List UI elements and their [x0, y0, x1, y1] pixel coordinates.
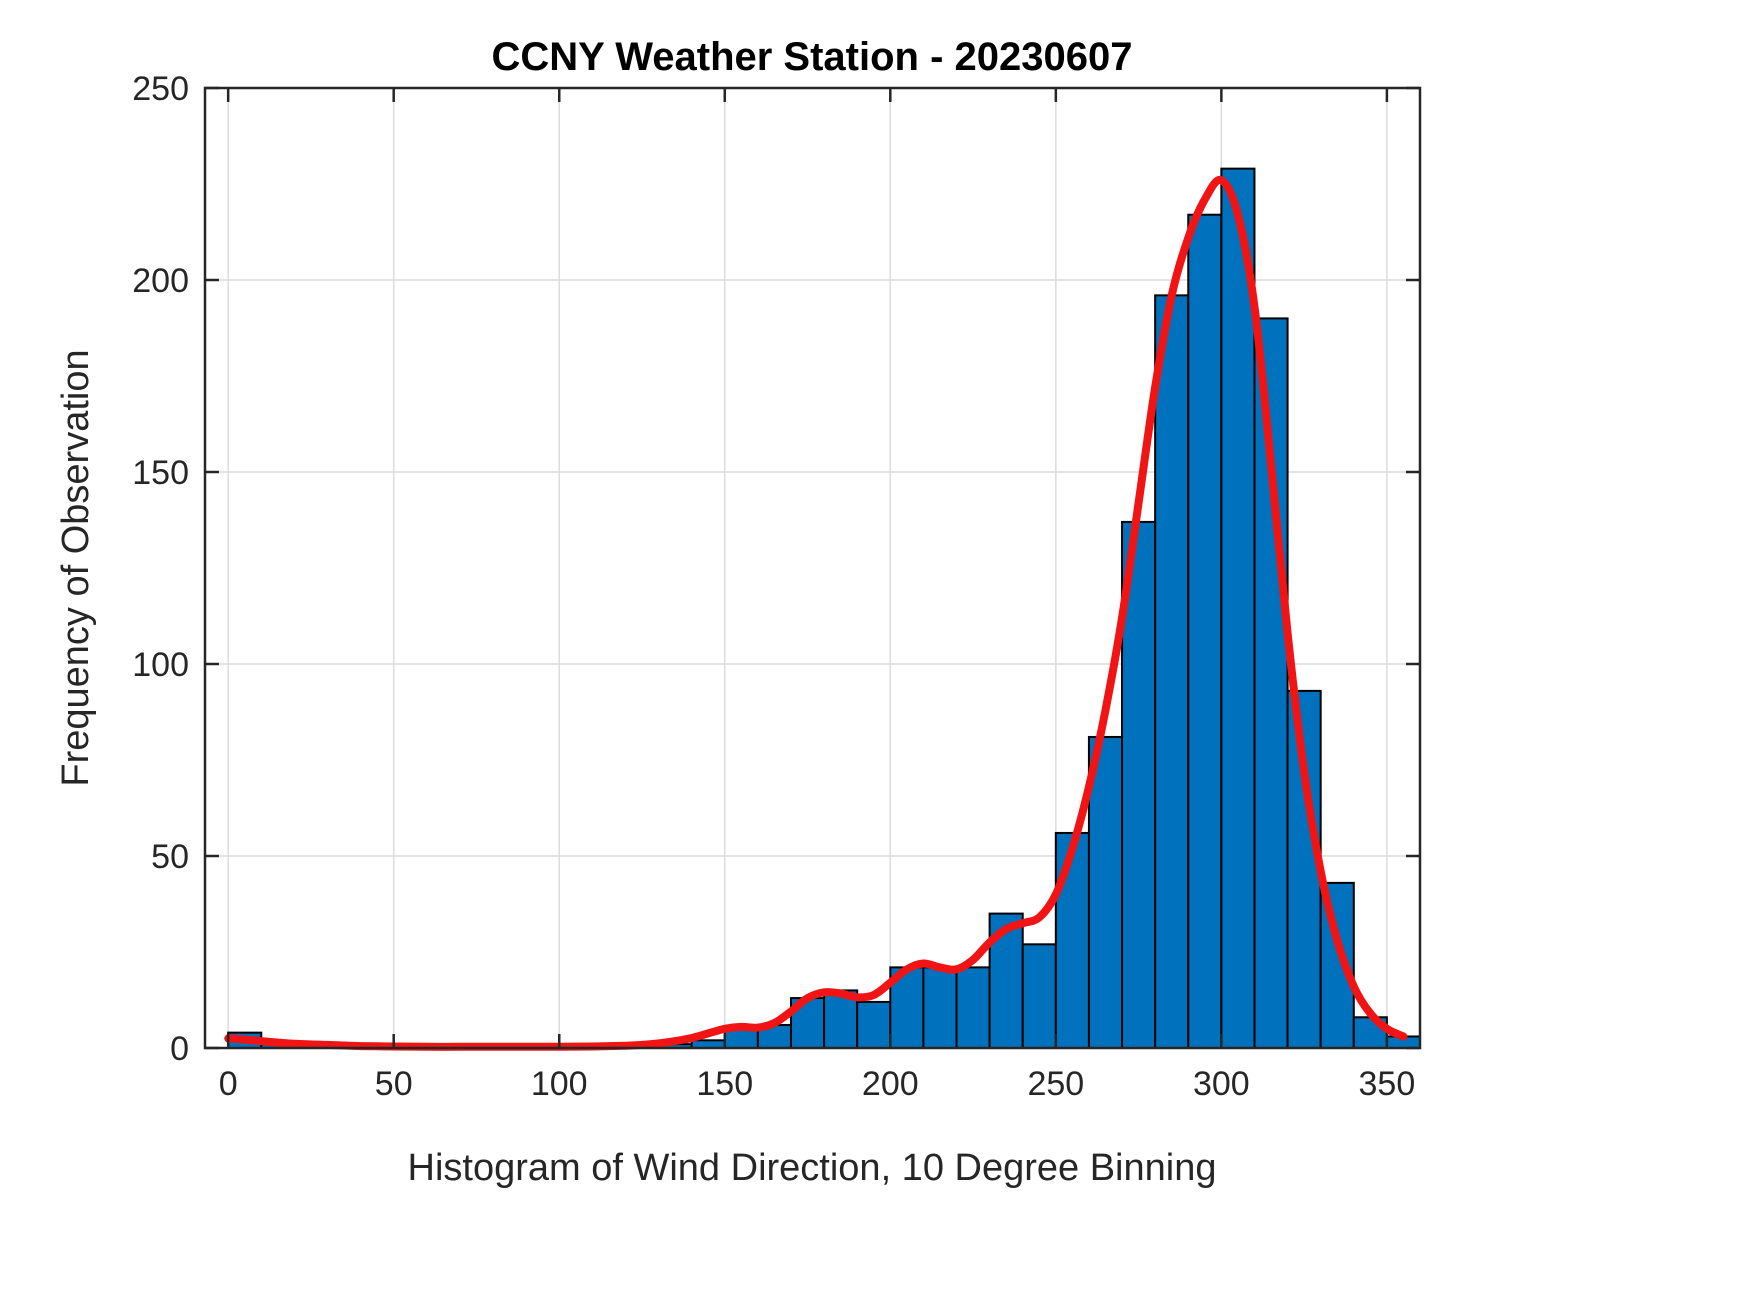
histogram-bars [227, 167, 1421, 1050]
x-tick-label: 100 [531, 1065, 588, 1103]
x-tick-label: 250 [1027, 1065, 1084, 1103]
histogram-bar [1087, 735, 1124, 1050]
y-axis-label: Frequency of Observation [55, 349, 97, 786]
histogram-bar [1187, 213, 1223, 1050]
axes-box-and-ticks [203, 86, 1422, 1050]
x-tick-label: 0 [219, 1065, 238, 1103]
tick-labels: 0 50 100 150 200 250 300 350 0 50 100 150 200 250 [132, 70, 1415, 1103]
x-tick-label: 50 [375, 1065, 413, 1103]
x-tick-label: 300 [1193, 1065, 1250, 1103]
y-tick-label: 250 [132, 70, 189, 108]
x-tick-label: 150 [696, 1065, 753, 1103]
histogram-bar [922, 966, 958, 1049]
x-tick-label: 350 [1359, 1065, 1416, 1103]
chart-title: CCNY Weather Station - 20230607 [492, 35, 1133, 79]
histogram-bar [1154, 294, 1190, 1049]
histogram-bar [955, 966, 991, 1049]
y-tick-label: 150 [132, 454, 189, 492]
histogram-bar [1220, 167, 1256, 1049]
histogram-bar [1054, 831, 1090, 1050]
x-tick-label: 200 [862, 1065, 919, 1103]
histogram-bar [1021, 943, 1057, 1050]
x-axis-label: Histogram of Wind Direction, 10 Degree B… [408, 1147, 1217, 1189]
y-tick-label: 100 [132, 646, 189, 684]
axes-box [203, 86, 1422, 1050]
histogram-bar [856, 1000, 892, 1049]
y-tick-label: 200 [132, 262, 189, 300]
y-tick-label: 50 [151, 838, 189, 876]
y-tick-label: 0 [170, 1030, 189, 1068]
